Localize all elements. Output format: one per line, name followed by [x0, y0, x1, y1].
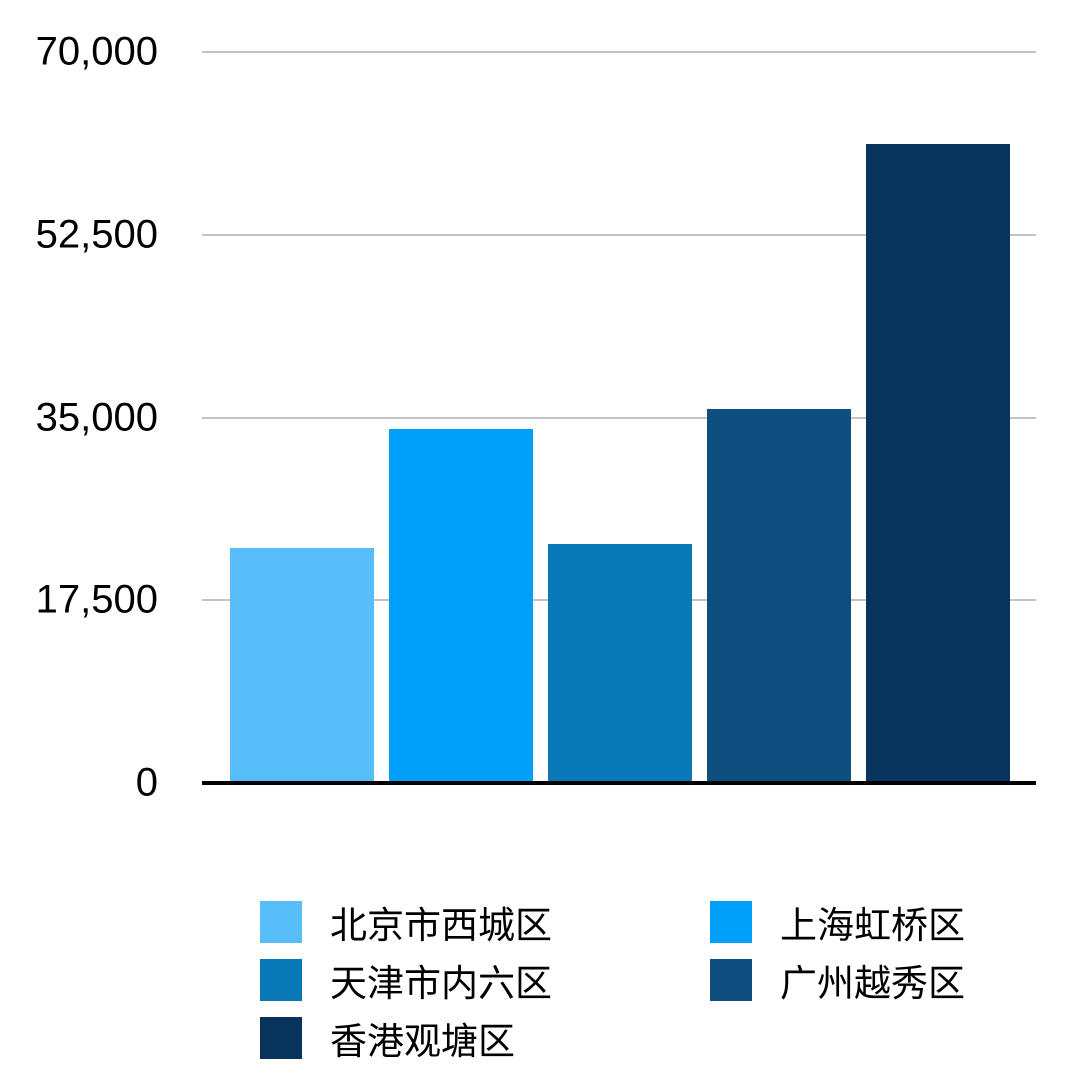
legend: 北京市西城区 上海虹桥区天津市内六区 广州越秀区香港观塘区: [260, 901, 1080, 1062]
y-tick-label-70000: 70,000: [35, 29, 158, 74]
legend-item-上海虹桥区[interactable]: 上海虹桥区: [710, 901, 1080, 946]
legend-label: 天津市内六区: [330, 963, 552, 1004]
legend-swatch-icon: [260, 959, 302, 1001]
bar-北京市西城区[interactable]: [230, 548, 374, 783]
legend-label: 北京市西城区: [330, 905, 552, 946]
legend-label: 上海虹桥区: [780, 905, 965, 946]
legend-item-天津市内六区[interactable]: 天津市内六区: [260, 959, 710, 1004]
legend-label: 香港观塘区: [330, 1021, 515, 1062]
legend-item-香港观塘区[interactable]: 香港观塘区: [260, 1017, 710, 1062]
gridline-52500: [202, 233, 1036, 236]
bar-广州越秀区[interactable]: [707, 409, 851, 783]
gridline-35000: [202, 416, 1036, 419]
gridline-70000: [202, 51, 1036, 53]
legend-swatch-icon: [710, 901, 752, 943]
legend-item-北京市西城区[interactable]: 北京市西城区: [260, 901, 710, 946]
x-axis-line: [202, 781, 1036, 785]
legend-swatch-icon: [710, 959, 752, 1001]
bar-香港观塘区[interactable]: [866, 144, 1010, 783]
bar-上海虹桥区[interactable]: [389, 429, 533, 783]
legend-swatch-icon: [260, 1017, 302, 1059]
bar-天津市内六区[interactable]: [548, 544, 692, 783]
legend-swatch-icon: [260, 901, 302, 943]
legend-label: 广州越秀区: [780, 963, 965, 1004]
y-tick-label-17500: 17,500: [35, 577, 158, 622]
y-tick-label-35000: 35,000: [35, 395, 158, 439]
y-tick-label-0: 0: [135, 760, 158, 805]
legend-item-广州越秀区[interactable]: 广州越秀区: [710, 959, 1080, 1004]
y-tick-label-52500: 52,500: [35, 212, 158, 257]
